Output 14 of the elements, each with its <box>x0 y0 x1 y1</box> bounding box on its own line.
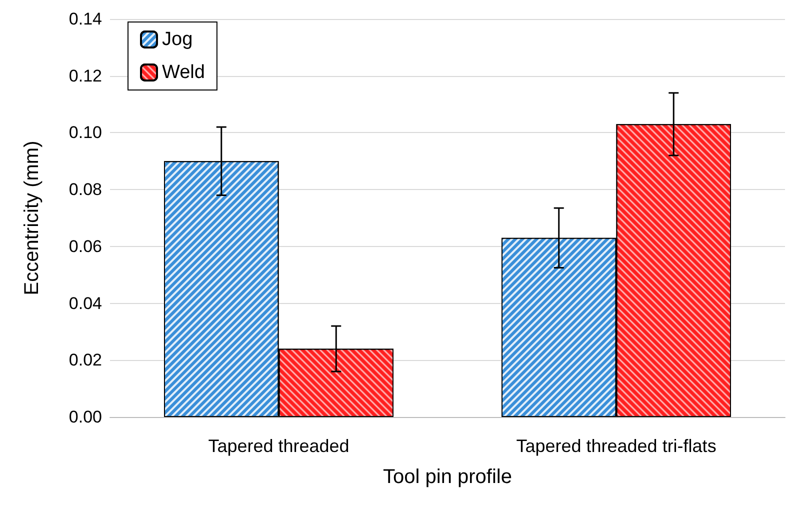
y-tick-label: 0.02 <box>68 350 102 370</box>
y-tick-label: 0.04 <box>68 294 102 313</box>
y-tick-label: 0.08 <box>68 180 102 200</box>
x-tick-label: Tapered threaded <box>208 436 350 456</box>
y-tick-label: 0.14 <box>68 10 102 28</box>
y-tick-label: 0.06 <box>68 236 102 256</box>
y-tick-label: 0.12 <box>68 66 102 86</box>
y-tick-label: 0.10 <box>68 123 102 142</box>
x-tick-label: Tapered threaded tri-flats <box>516 436 716 456</box>
x-axis-title: Tool pin profile <box>383 466 512 488</box>
y-axis-title: Eccentricity (mm) <box>21 140 43 296</box>
legend-label: Weld <box>162 62 205 83</box>
legend-label: Jog <box>162 29 193 50</box>
y-tick-label: 0.00 <box>68 408 102 426</box>
